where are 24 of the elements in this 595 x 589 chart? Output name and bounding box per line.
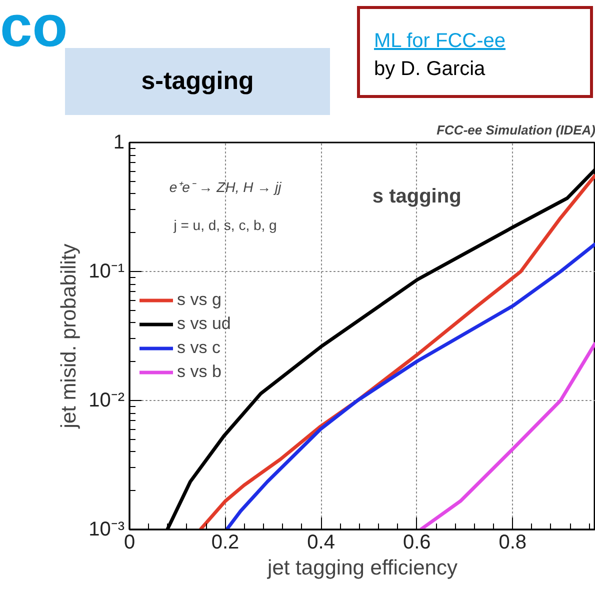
x-tick-label: 0 (124, 532, 136, 554)
y-tick-label: 1 (113, 132, 124, 154)
annotation: e⁺e⁻ → ZH, H → jj (169, 179, 282, 196)
line-series (418, 341, 595, 530)
legend-label: s vs b (177, 362, 222, 382)
text: co (0, 0, 68, 61)
legend-label: s vs ud (177, 314, 231, 334)
text: FCC-ee Simulation (IDEA) (436, 122, 595, 138)
x-tick-label: 0.2 (211, 532, 240, 554)
x-tick-label: 0.4 (307, 532, 335, 554)
legend-label: s vs c (177, 338, 220, 358)
chart-title: s-tagging (141, 66, 254, 95)
x-axis-title: jet tagging efficiency (266, 556, 458, 580)
annotation: s tagging (372, 186, 462, 208)
annotation: j = u, d, s, c, b, g (172, 216, 277, 233)
y-tick-label: 10⁻¹ (88, 260, 125, 282)
legend-label: s vs g (177, 290, 222, 310)
y-tick-label: 10⁻³ (88, 518, 125, 540)
y-tick-label: 10⁻² (88, 390, 125, 412)
y-axis-title: jet misid. probability (58, 243, 81, 430)
text: ML for FCC-ee (374, 30, 506, 52)
x-tick-label: 0.6 (402, 532, 431, 554)
x-tick-label: 0.8 (498, 532, 527, 554)
text: by D. Garcia (374, 58, 486, 80)
